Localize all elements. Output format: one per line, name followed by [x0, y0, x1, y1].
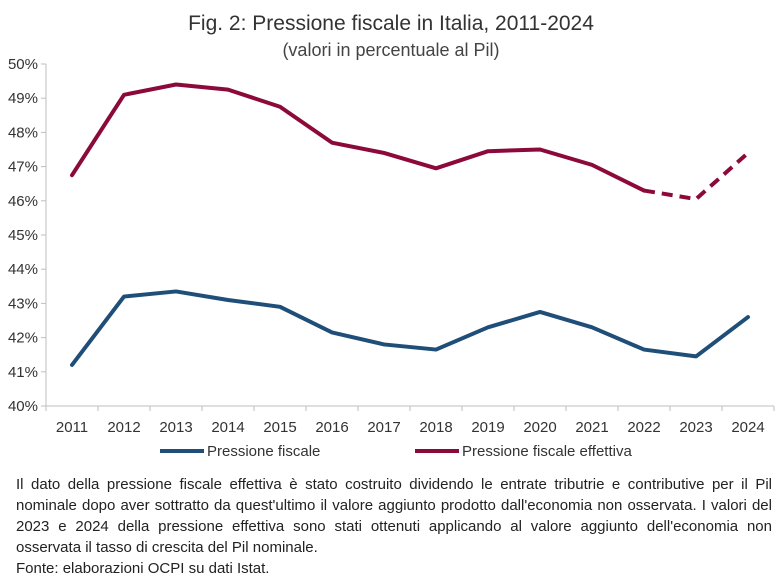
- y-tick-label: 50%: [8, 56, 38, 73]
- x-tick-label: 2022: [627, 419, 660, 436]
- y-tick-label: 42%: [8, 330, 38, 347]
- legend-label-1: Pressione fiscale: [207, 443, 320, 460]
- series-line-2: [70, 82, 646, 193]
- note-source: Fonte: elaborazioni OCPI su dati Istat.: [16, 560, 270, 577]
- legend-label-2: Pressione fiscale effettiva: [462, 443, 632, 460]
- y-tick-label: 48%: [8, 124, 38, 141]
- y-tick-label: 46%: [8, 193, 38, 210]
- y-tick-label: 43%: [8, 295, 38, 312]
- x-tick-label: 2020: [523, 419, 556, 436]
- note-paragraph: Il dato della pressione fiscale effettiv…: [16, 476, 772, 556]
- y-tick-label: 44%: [8, 261, 38, 278]
- chart-note: Il dato della pressione fiscale effettiv…: [16, 474, 772, 579]
- series-line-2-estimated: [643, 151, 750, 202]
- y-tick-label: 47%: [8, 159, 38, 176]
- y-tick-label: 49%: [8, 90, 38, 107]
- y-tick-label: 41%: [8, 364, 38, 381]
- x-tick-label: 2012: [107, 419, 140, 436]
- x-tick-label: 2021: [575, 419, 608, 436]
- x-tick-label: 2024: [731, 419, 764, 436]
- legend: Pressione fiscale Pressione fiscale effet…: [160, 443, 632, 460]
- series-line-1: [70, 289, 750, 367]
- x-tick-label: 2014: [211, 419, 244, 436]
- axes: 40% 41% 42% 43% 44% 45% 46% 47% 48% 49% 50% 2011 201…: [8, 56, 775, 436]
- line-chart: Fig. 2: Pressione fiscale in Italia, 201…: [8, 12, 775, 460]
- chart-subtitle: (valori in percentuale al Pil): [282, 40, 499, 60]
- x-tick-label: 2019: [471, 419, 504, 436]
- series-layer: [70, 82, 750, 367]
- x-tick-label: 2018: [419, 419, 452, 436]
- x-tick-label: 2011: [56, 419, 88, 436]
- x-tick-label: 2013: [159, 419, 192, 436]
- y-tick-label: 45%: [8, 227, 38, 244]
- x-tick-label: 2016: [315, 419, 348, 436]
- x-tick-label: 2015: [263, 419, 296, 436]
- y-tick-label: 40%: [8, 398, 38, 415]
- x-tick-label: 2017: [367, 419, 400, 436]
- x-tick-label: 2023: [679, 419, 712, 436]
- chart-title: Fig. 2: Pressione fiscale in Italia, 201…: [188, 12, 594, 35]
